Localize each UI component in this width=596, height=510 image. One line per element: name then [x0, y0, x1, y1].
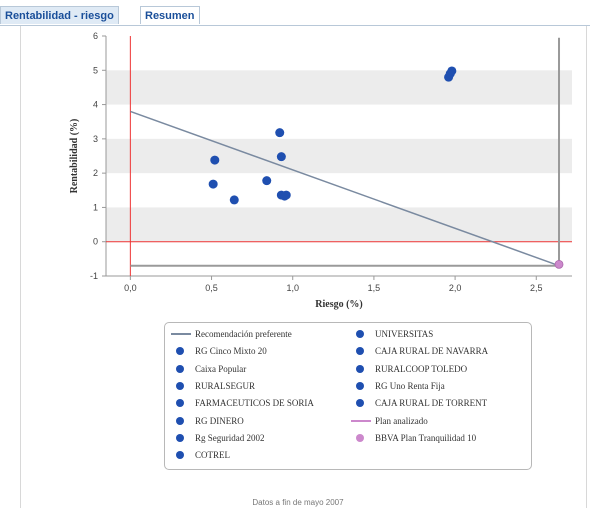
legend-marker: [351, 362, 371, 376]
legend-label: CAJA RURAL DE TORRENT: [375, 398, 488, 409]
y-tick-label: 5: [93, 65, 98, 75]
fund-point: [229, 195, 239, 205]
legend-marker: [171, 327, 191, 341]
y-tick-label: 6: [93, 31, 98, 41]
x-tick-label: 1,0: [286, 283, 299, 293]
legend-label: CAJA RURAL DE NAVARRA: [375, 346, 489, 357]
legend-label: BBVA Plan Tranquilidad 10: [375, 432, 477, 443]
legend-label: Recomendación preferente: [195, 329, 292, 339]
fund-point: [276, 152, 286, 162]
fund-point: [210, 155, 220, 165]
legend-label: UNIVERSITAS: [375, 329, 434, 339]
legend-marker: [171, 431, 191, 445]
x-tick-label: 2,0: [449, 283, 462, 293]
legend-label: Caixa Popular: [195, 363, 247, 374]
legend-marker: [171, 396, 191, 410]
legend-label: RG DINERO: [195, 415, 244, 426]
legend-label: Rg Seguridad 2002: [195, 432, 265, 443]
legend-marker: [351, 344, 371, 358]
y-axis-title: Rentabilidad (%): [69, 119, 80, 194]
fund-point: [281, 190, 291, 200]
legend-marker: [351, 414, 371, 428]
legend-label: FARMACEUTICOS DE SORIA: [195, 398, 314, 409]
tab-resumen[interactable]: Resumen: [140, 6, 200, 24]
y-tick-label: 0: [93, 237, 98, 247]
chart-legend: Recomendación preferente RG Cinco Mixto 2…: [164, 322, 532, 470]
legend-label: RG Cinco Mixto 20: [195, 346, 267, 357]
grid-band: [106, 207, 572, 242]
legend-marker: [351, 379, 371, 393]
legend-marker: [351, 431, 371, 445]
x-axis-title: Riesgo (%): [315, 299, 363, 310]
legend-label: RURALSEGUR: [195, 380, 256, 391]
x-tick-label: 0,5: [205, 283, 218, 293]
data-date-note: Datos a fin de mayo 2007: [252, 498, 344, 507]
y-tick-label: 4: [93, 100, 98, 110]
x-tick-label: 0,0: [124, 283, 137, 293]
x-tick-label: 1,5: [368, 283, 381, 293]
fund-point: [208, 179, 218, 189]
tab-rentabilidad-riesgo[interactable]: Rentabilidad - riesgo: [0, 6, 119, 24]
grid-band: [106, 138, 572, 174]
legend-label: COTREL: [195, 450, 230, 461]
tab-bar: Rentabilidad - riesgo Resumen: [0, 6, 590, 26]
legend-marker: [171, 379, 191, 393]
legend-marker: [171, 344, 191, 358]
legend-marker: [351, 396, 371, 410]
x-tick-label: 2,5: [530, 283, 543, 293]
y-tick-label: -1: [90, 271, 98, 281]
legend-marker: [171, 362, 191, 376]
fund-point: [447, 66, 457, 76]
legend-label: Plan analizado: [375, 415, 428, 426]
legend-marker: [351, 327, 371, 341]
y-tick-label: 2: [93, 168, 98, 178]
fund-point: [262, 176, 272, 186]
chart-panel: [20, 26, 587, 508]
legend-label: RG Uno Renta Fija: [375, 380, 445, 391]
legend-marker: [171, 414, 191, 428]
plan-point: [554, 259, 564, 269]
fund-point: [275, 128, 285, 138]
y-tick-label: 3: [93, 134, 98, 144]
y-tick-label: 1: [93, 202, 98, 212]
grid-band: [106, 70, 572, 105]
recommendation-line: [130, 110, 560, 267]
legend-label: RURALCOOP TOLEDO: [375, 363, 468, 374]
legend-marker: [171, 448, 191, 462]
